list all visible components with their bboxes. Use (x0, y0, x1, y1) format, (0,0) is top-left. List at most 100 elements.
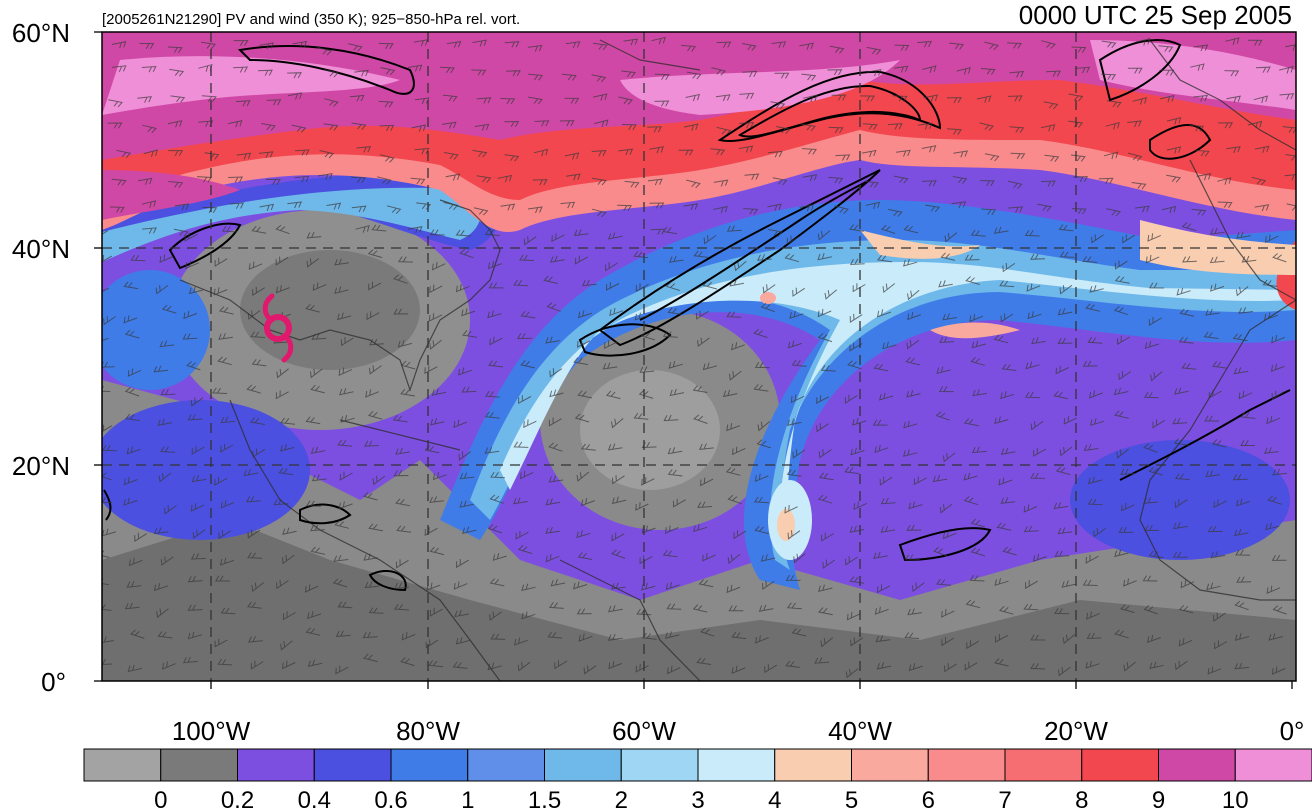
wind-barb (573, 357, 588, 366)
wind-barb (696, 657, 712, 665)
wind-barb (174, 203, 190, 211)
wind-barb (818, 449, 832, 459)
wind-barb (893, 65, 909, 73)
wind-barb (184, 232, 198, 242)
wind-barb (1210, 227, 1225, 235)
wind-barb (822, 559, 836, 569)
wind-barb (364, 440, 379, 447)
wind-barb (218, 333, 233, 340)
wind-barb (820, 365, 836, 372)
wind-barb (591, 208, 607, 218)
wind-barb (265, 178, 281, 185)
wind-barb (1116, 448, 1130, 459)
wind-barb (474, 123, 490, 131)
wind-barb (612, 475, 625, 485)
wind-barb (1174, 473, 1190, 481)
wind-barb (877, 584, 891, 594)
wind-barb (141, 200, 157, 208)
wind-barb (573, 229, 589, 237)
wind-barb (936, 578, 952, 586)
wind-barb (528, 96, 543, 105)
wind-barb (617, 204, 632, 212)
wind-barb (1002, 262, 1016, 273)
wind-barb (393, 308, 409, 315)
wind-barb (697, 501, 713, 509)
wind-barb (984, 153, 1000, 162)
wind-barb (993, 334, 1009, 344)
wind-barb (157, 631, 173, 639)
wind-barb (1023, 504, 1038, 513)
wind-barb (485, 390, 500, 398)
wind-barb (160, 446, 176, 453)
wind-barb (251, 358, 267, 367)
wind-barb (1142, 575, 1158, 582)
wind-barb (487, 261, 502, 270)
wind-barb (713, 205, 728, 214)
wind-barb (246, 495, 261, 503)
wind-barb (214, 638, 228, 648)
wind-barb (1271, 554, 1287, 561)
graticule (102, 32, 1296, 681)
wind-barb (561, 73, 577, 81)
wind-barb (157, 418, 173, 426)
wind-barb (894, 44, 910, 51)
wind-barb (816, 395, 830, 404)
wind-barb (1174, 660, 1188, 671)
wind-barb (249, 417, 265, 425)
lon-label-0: 0° (1280, 716, 1305, 746)
wind-barb (828, 176, 844, 184)
wind-barb (212, 387, 228, 394)
wind-barb (880, 224, 896, 234)
wind-barb (654, 73, 670, 81)
wind-barb (1270, 363, 1285, 372)
wind-barb (762, 284, 776, 294)
wind-barb (282, 611, 296, 621)
wind-barb (907, 608, 922, 616)
wind-barb (1226, 95, 1241, 103)
wind-barb (1148, 466, 1163, 476)
wind-barb (963, 496, 979, 506)
wind-barb (414, 97, 430, 105)
wind-barb (160, 389, 176, 396)
wind-barb (1226, 146, 1241, 154)
wind-barb (1033, 447, 1047, 457)
wind-barb (1235, 286, 1249, 297)
wind-barb (102, 230, 108, 235)
wind-barb (192, 529, 206, 539)
wind-barb (305, 303, 320, 313)
wind-barb (698, 579, 714, 588)
wind-barb (282, 527, 297, 535)
wind-barb (882, 341, 897, 350)
wind-barb (702, 362, 718, 371)
wind-barb (1059, 251, 1075, 258)
colorbar-swatch (927, 748, 1006, 782)
wind-barb (994, 658, 1009, 667)
wind-barb (156, 608, 169, 619)
wind-barb (935, 411, 950, 421)
wind-barb (1146, 634, 1161, 643)
wind-barb (801, 123, 816, 132)
wind-barb (592, 177, 607, 186)
wind-barb (1024, 230, 1040, 237)
wind-barb (981, 208, 997, 216)
wind-barb (972, 389, 987, 397)
wind-barb (214, 257, 228, 267)
wind-barb (940, 252, 956, 261)
wind-barb (107, 122, 123, 129)
wind-barb (861, 149, 877, 158)
wind-barb (873, 363, 889, 372)
wind-barb (484, 229, 500, 236)
wind-barb (378, 42, 394, 50)
wind-barb (1147, 233, 1162, 242)
wind-barb (665, 581, 680, 590)
wind-barb (1010, 152, 1026, 160)
wind-barb (310, 546, 326, 555)
wind-barb (905, 357, 921, 366)
wind-barb (236, 152, 252, 160)
wind-barb (141, 65, 157, 73)
wind-barb (1040, 124, 1056, 132)
wind-barb (802, 94, 818, 102)
wind-barb (1063, 416, 1078, 425)
wind-barb (191, 475, 207, 483)
hurricane-eye (264, 314, 292, 342)
